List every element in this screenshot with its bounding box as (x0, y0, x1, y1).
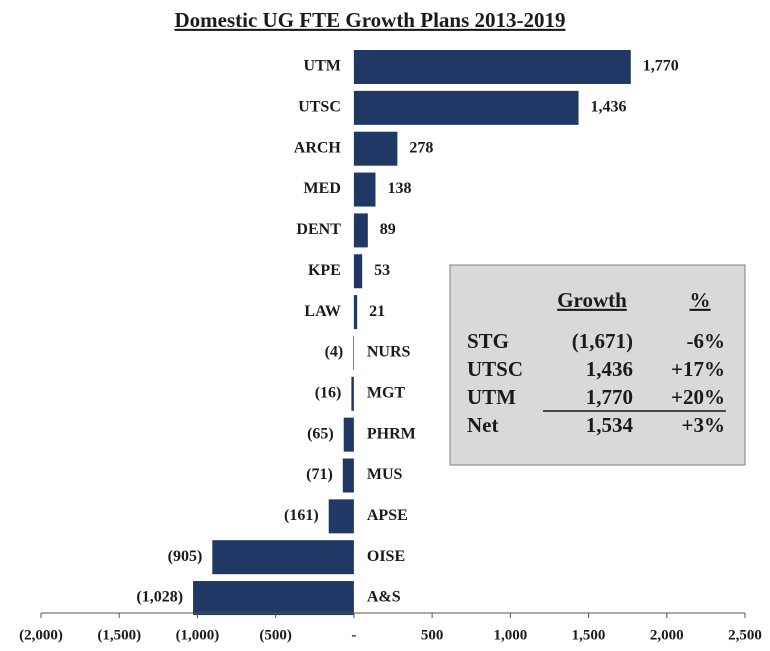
bar (353, 295, 358, 330)
bar (328, 499, 354, 534)
category-label: MED (304, 180, 341, 197)
value-label: (65) (307, 425, 334, 442)
value-label: (4) (325, 344, 344, 361)
x-tick-label: 2,000 (650, 627, 684, 643)
category-label: A&S (367, 589, 401, 606)
table-cell: +3% (682, 413, 725, 437)
category-label: PHRM (367, 425, 416, 442)
value-label: (161) (284, 507, 319, 524)
category-label: LAW (304, 303, 340, 320)
x-tick-label: - (351, 627, 356, 643)
x-tick-label: 500 (421, 627, 444, 643)
table-cell: 1,770 (586, 385, 633, 409)
value-label: (71) (306, 466, 333, 483)
table-cell: Net (467, 413, 498, 437)
bar (351, 376, 354, 411)
category-label: NURS (367, 344, 411, 361)
x-tick-label: (1,000) (176, 627, 220, 643)
bar (353, 50, 631, 84)
value-label: 1,770 (643, 58, 679, 75)
x-tick-label: 1,000 (493, 627, 527, 643)
value-label: 278 (409, 139, 433, 156)
table-cell: (1,671) (572, 329, 633, 353)
value-label: (905) (168, 548, 203, 565)
value-label: (16) (315, 384, 342, 401)
category-label: UTSC (298, 99, 341, 116)
value-label: (1,028) (136, 589, 183, 606)
category-label: MUS (367, 466, 403, 483)
category-label: ARCH (294, 139, 342, 156)
category-label: UTM (304, 58, 341, 75)
table-header: Growth (557, 288, 627, 312)
bar (353, 172, 376, 207)
bar (353, 335, 354, 370)
value-label: 138 (387, 180, 411, 197)
category-label: KPE (308, 262, 341, 279)
bar (353, 90, 579, 125)
x-tick-label: (500) (259, 627, 292, 643)
table-cell: STG (467, 329, 509, 353)
table-cell: 1,534 (586, 413, 634, 437)
table-cell: UTM (467, 385, 516, 409)
table-cell: +20% (671, 385, 725, 409)
bar (353, 213, 368, 248)
chart-title: Domestic UG FTE Growth Plans 2013-2019 (174, 8, 565, 32)
category-label: MGT (367, 384, 406, 401)
bar (212, 540, 354, 575)
table-cell: +17% (671, 357, 725, 381)
bar (343, 417, 354, 452)
value-label: 1,436 (591, 99, 627, 116)
table-cell: 1,436 (586, 357, 633, 381)
x-tick-label: (2,000) (19, 627, 63, 643)
category-label: DENT (296, 221, 341, 238)
category-label: APSE (367, 507, 408, 524)
table-cell: UTSC (467, 357, 523, 381)
value-label: 89 (380, 221, 396, 238)
bar (193, 581, 354, 616)
x-tick-label: 1,500 (572, 627, 606, 643)
table-header: % (690, 288, 711, 312)
value-label: 53 (374, 262, 390, 279)
category-label: OISE (367, 548, 405, 565)
table-cell: -6% (687, 329, 726, 353)
summary-box (449, 264, 746, 466)
value-label: 21 (369, 303, 385, 320)
bar (353, 131, 398, 166)
bar (342, 458, 354, 493)
bar (353, 254, 363, 289)
x-tick-label: 2,500 (728, 627, 762, 643)
x-tick-label: (1,500) (97, 627, 141, 643)
